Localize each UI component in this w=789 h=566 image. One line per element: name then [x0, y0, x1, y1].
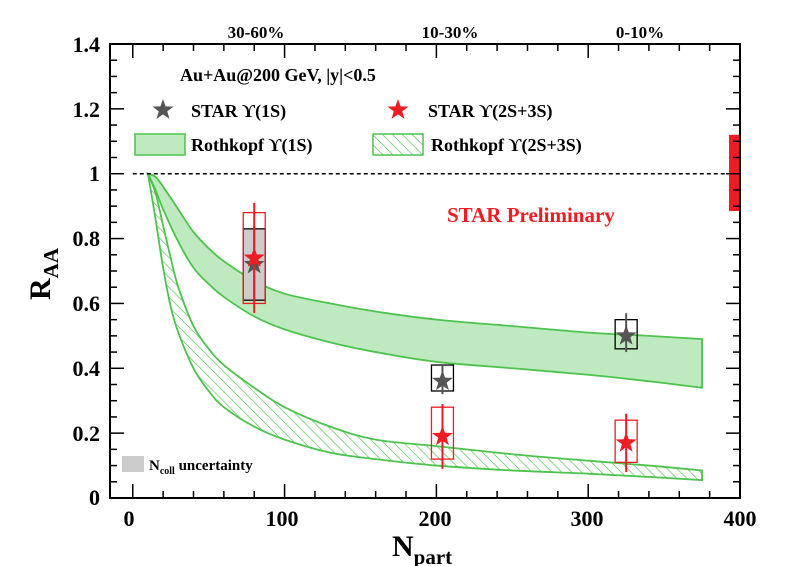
data-points: [242, 202, 638, 473]
x-tick-label: 0: [124, 506, 135, 531]
y-tick-label: 1.2: [73, 97, 101, 122]
rothkopf-2s3s-band: [147, 173, 703, 482]
ncoll-legend-sub: coll: [160, 466, 175, 477]
y-axis-title-sub: AA: [39, 247, 63, 278]
legend-star-2s3s-label: STAR ϒ(2S+3S): [428, 101, 552, 122]
y-axis-title: RAA: [24, 247, 63, 300]
rothkopf-1s-band: [146, 171, 703, 389]
x-tick-label: 400: [724, 506, 757, 531]
ncoll-uncertainty-band: [729, 134, 740, 212]
collision-annotation: Au+Au@200 GeV, |y|<0.5: [180, 65, 376, 85]
legend-rothkopf-1s-label: Rothkopf ϒ(1S): [191, 135, 313, 156]
star-preliminary-label: STAR Preliminary: [447, 203, 615, 227]
y-tick-label: 0.6: [73, 291, 101, 316]
ncoll-legend-main: N: [149, 458, 160, 474]
y-tick-label: 1.4: [73, 32, 101, 57]
y-tick-label: 0.2: [73, 421, 101, 446]
ncoll-legend-tail: uncertainty: [175, 458, 253, 474]
legend-rothkopf-2s3s-label: Rothkopf ϒ(2S+3S): [431, 135, 582, 156]
x-axis-title-sub: part: [414, 545, 453, 566]
top-label-30-60: 30-60%: [228, 23, 285, 42]
legend-filled-band-icon: [134, 133, 186, 156]
y-axis-title-main: R: [24, 278, 57, 300]
top-label-0-10: 0-10%: [616, 23, 664, 42]
y-tick-label: 0: [89, 485, 100, 510]
x-tick-label: 300: [571, 506, 604, 531]
axis-ticks: [110, 43, 741, 499]
y-tick-label: 0.4: [73, 356, 101, 381]
x-tick-label: 100: [266, 506, 299, 531]
x-axis-title: Npart: [392, 530, 452, 566]
data-point-1s: [615, 324, 637, 345]
x-tick-label: 200: [419, 506, 452, 531]
top-label-10-30: 10-30%: [422, 23, 479, 42]
model-bands: [146, 171, 703, 482]
ncoll-legend-swatch: [122, 456, 144, 472]
legend-hatched-band-icon: [372, 133, 424, 156]
legend-star-1s-label: STAR ϒ(1S): [191, 101, 286, 122]
data-point-2s3s: [615, 431, 637, 452]
legend: STAR ϒ(1S) STAR ϒ(2S+3S) Rothkopf ϒ(1S) …: [134, 99, 582, 156]
y-tick-label: 0.8: [73, 226, 101, 251]
ncoll-legend-label: Ncoll uncertainty: [149, 458, 253, 477]
data-point-2s3s: [243, 247, 265, 267]
x-axis-title-main: N: [392, 530, 414, 563]
y-tick-label: 1: [89, 161, 100, 186]
legend-star-2s3s-icon: [387, 99, 409, 119]
data-point-1s: [431, 370, 453, 391]
legend-star-1s-icon: [152, 99, 174, 119]
data-point-2s3s: [431, 425, 453, 446]
